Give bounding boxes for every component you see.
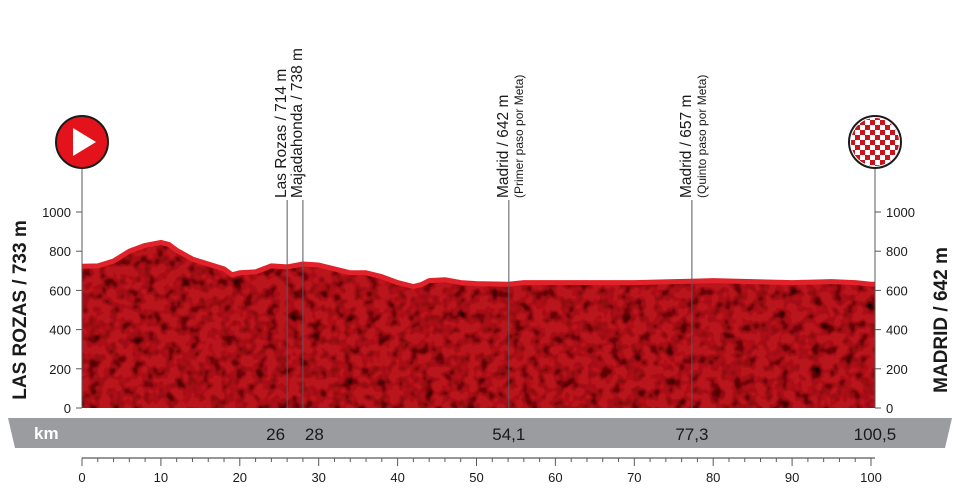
km-band-label: km [34,424,59,443]
x-tick-label: 50 [469,470,483,485]
x-tick-label: 100 [860,470,882,485]
left-y-tick-label: 1000 [42,205,71,220]
right-y-tick-label: 0 [886,401,893,416]
checkered-flag-icon [851,118,899,166]
right-elevation-axis: 0 200 400 600 800 1000 [875,205,915,416]
waypoint-name: Madrid / 642 m [495,95,512,198]
finish-label: MADRID / 642 m [931,247,952,393]
x-tick-label: 80 [706,470,720,485]
distance-axis: 0 10 20 30 40 50 60 70 80 90 100 [78,457,882,485]
km-marker-label: 28 [305,425,324,444]
left-y-tick-label: 400 [49,323,71,338]
x-tick-label: 40 [390,470,404,485]
x-tick-label: 30 [311,470,325,485]
play-icon [73,128,96,156]
right-y-tick-label: 1000 [886,205,915,220]
x-tick-label: 20 [233,470,247,485]
right-y-tick-label: 400 [886,323,908,338]
km-band: km 26 28 54,1 77,3 100,5 [8,418,952,448]
km-marker-labels: 26 28 54,1 77,3 100,5 [266,425,896,444]
start-label: LAS ROZAS / 733 m [10,220,31,400]
left-y-tick-label: 0 [64,401,71,416]
x-tick-label: 70 [627,470,641,485]
left-y-tick-label: 200 [49,362,71,377]
x-tick-label: 0 [78,470,85,485]
waypoint-name: Majadahonda / 738 m [289,48,306,198]
finish-marker [848,115,902,408]
start-marker [55,115,109,408]
km-marker-label: 77,3 [675,425,708,444]
waypoint-note: (Primer paso por Meta) [512,75,526,198]
elevation-area-group [81,239,875,408]
waypoint-note: (Quinto paso por Meta) [695,75,709,198]
elevation-area [82,240,875,408]
right-y-tick-label: 600 [886,283,908,298]
km-marker-label: 54,1 [492,425,525,444]
right-y-tick-label: 200 [886,362,908,377]
x-tick-label: 90 [785,470,799,485]
waypoint-name: Las Rozas / 714 m [273,69,290,198]
right-y-tick-label: 800 [886,244,908,259]
left-elevation-axis: 0 200 400 600 800 1000 [42,205,82,416]
x-tick-label: 10 [154,470,168,485]
km-marker-label: 100,5 [854,425,897,444]
km-marker-label: 26 [266,425,285,444]
x-tick-label: 60 [548,470,562,485]
waypoint-name: Madrid / 657 m [678,95,695,198]
left-y-tick-label: 800 [49,244,71,259]
left-y-tick-label: 600 [49,283,71,298]
